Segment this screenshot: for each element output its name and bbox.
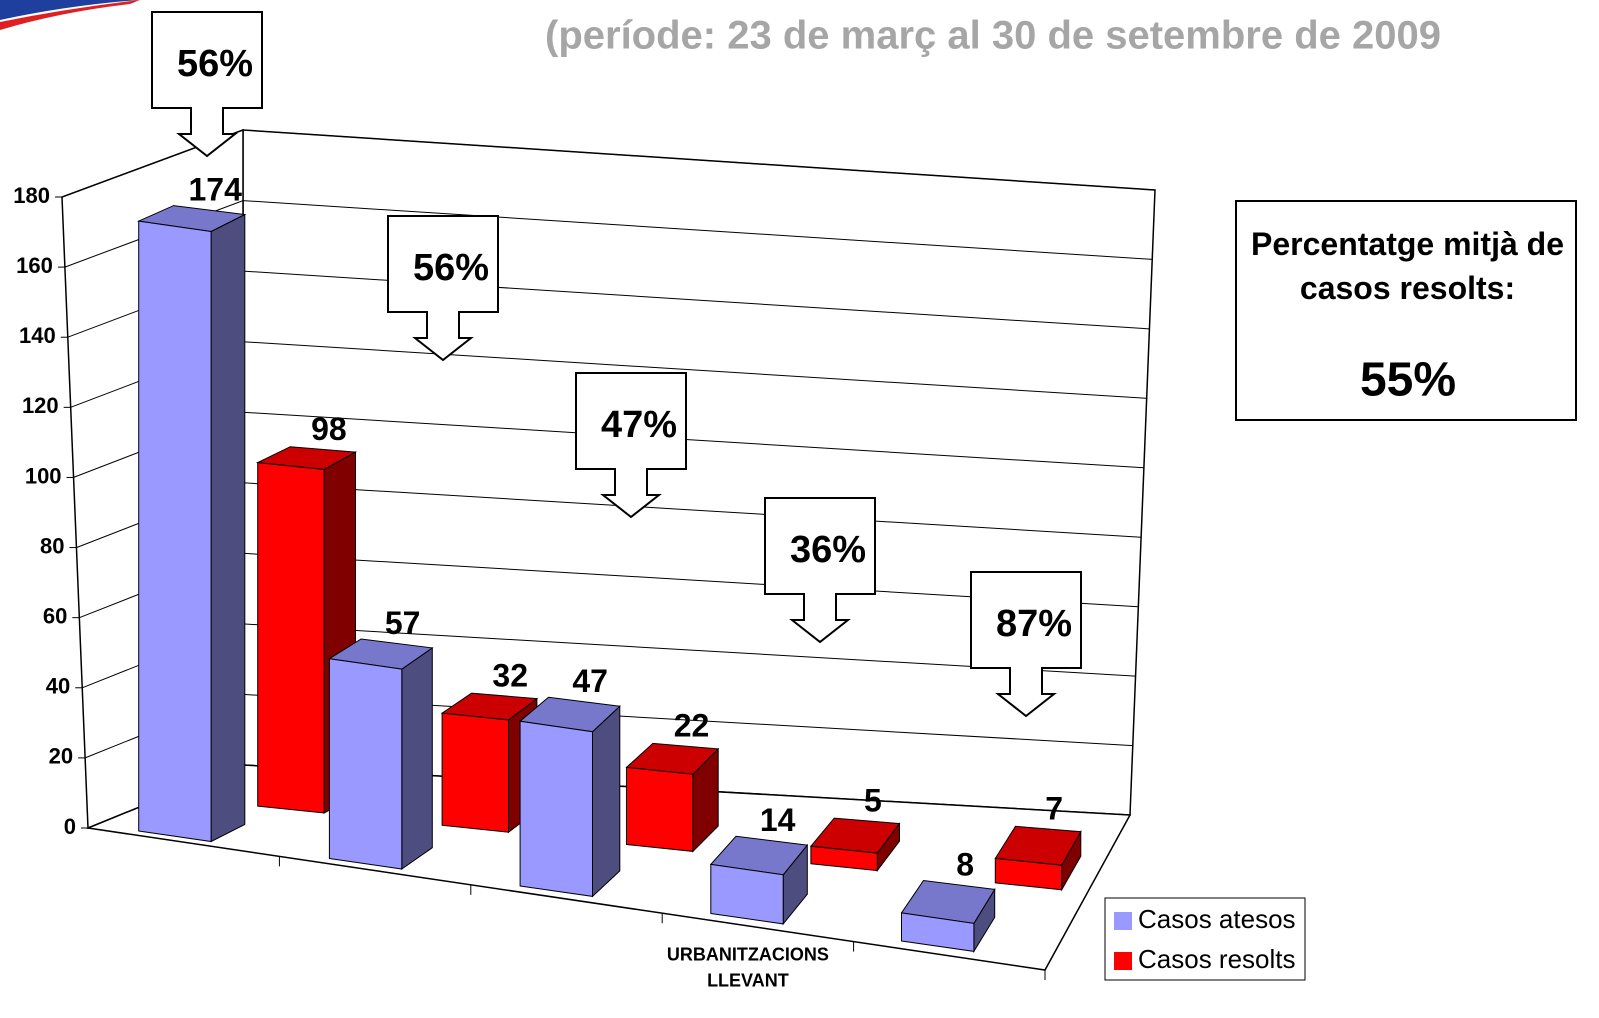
data-label: 22 <box>674 708 710 744</box>
callout <box>151 11 263 158</box>
callout-label: 56% <box>177 43 253 85</box>
bar <box>328 658 403 870</box>
summary-box <box>1235 200 1577 421</box>
corner-decoration <box>0 0 140 30</box>
bar <box>710 863 784 925</box>
callout-label: 87% <box>996 603 1072 645</box>
bar <box>994 857 1063 891</box>
y-tick-label: 140 <box>19 323 56 348</box>
data-label: 7 <box>1045 790 1063 826</box>
callout-label: 56% <box>413 247 489 289</box>
y-tick-label: 60 <box>43 603 67 628</box>
legend-swatch <box>1114 952 1132 970</box>
bar <box>138 220 212 843</box>
y-tick-label: 40 <box>46 674 70 699</box>
data-label: 5 <box>864 782 882 818</box>
data-label: 14 <box>760 802 796 838</box>
bar-side <box>401 646 433 870</box>
x-tick-label-line: URBANITZACIONS <box>667 944 829 964</box>
data-label: 98 <box>311 411 347 447</box>
data-label: 8 <box>956 846 974 882</box>
grid-line <box>64 200 1153 268</box>
bar <box>810 845 878 872</box>
callout <box>970 571 1082 718</box>
y-tick-label: 100 <box>25 463 62 488</box>
legend <box>1104 897 1306 981</box>
grid-line <box>61 129 1156 198</box>
callout <box>387 215 499 362</box>
data-label: 57 <box>385 605 421 641</box>
summary-label-box: Percentatge mitjà de casos resolts: <box>1251 226 1564 306</box>
data-label: 174 <box>189 171 243 207</box>
x-tick-label-line: LLEVANT <box>707 970 789 990</box>
y-tick-label: 20 <box>49 744 73 769</box>
callout <box>575 372 687 519</box>
legend-swatch <box>1114 912 1132 930</box>
data-label: 47 <box>572 663 608 699</box>
x-tick-label: URBANITZACIONS LLEVANT <box>667 944 829 990</box>
y-tick-label: 120 <box>22 393 59 418</box>
bar <box>901 912 975 952</box>
bar <box>519 720 593 897</box>
corner-decoration <box>0 0 140 20</box>
y-tick-label: 160 <box>16 253 53 278</box>
callout <box>764 497 876 644</box>
y-tick-label: 80 <box>40 533 64 558</box>
chart-title: (període: 23 de març al 30 de setembre d… <box>545 14 1441 58</box>
bar-side <box>592 705 621 898</box>
bar <box>626 766 694 852</box>
legend-label: Casos atesos <box>1138 904 1296 934</box>
summary-value: 55% <box>1360 354 1456 407</box>
callout-label: 47% <box>601 404 677 446</box>
y-tick-label: 180 <box>13 183 50 208</box>
y-tick-label: 0 <box>64 814 76 839</box>
bar-side <box>210 213 246 843</box>
callout-label: 36% <box>790 529 866 571</box>
data-label: 32 <box>492 657 528 693</box>
bar <box>257 462 325 814</box>
legend-label: Casos resolts <box>1138 944 1296 974</box>
bar <box>441 712 509 833</box>
summary-label: Percentatge mitjà de casos resolts: <box>1251 226 1564 306</box>
